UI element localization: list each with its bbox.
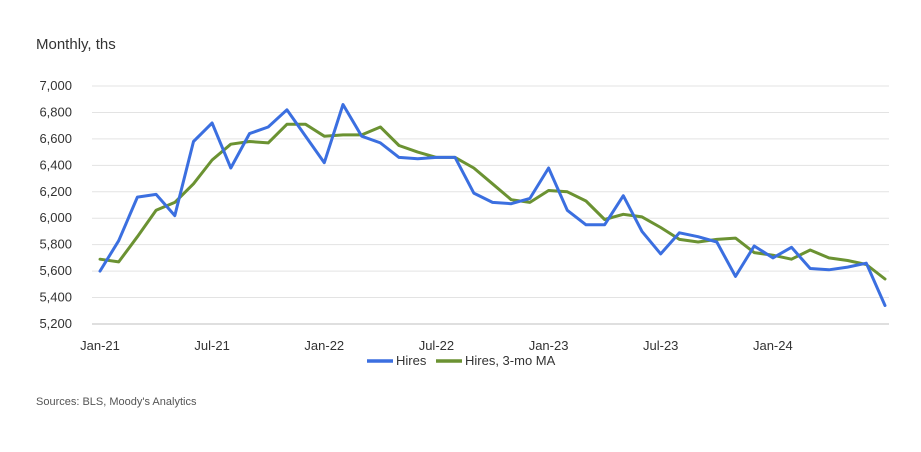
unit-label: Monthly, ths: [36, 36, 116, 53]
legend: Hires Hires, 3-mo MA: [367, 353, 556, 368]
x-tick-label: Jan-22: [304, 338, 344, 353]
hires-3mo-ma-line: [98, 122, 887, 281]
x-tick-label: Jul-22: [419, 338, 454, 353]
y-tick-label: 6,000: [39, 210, 72, 225]
source-note: Sources: BLS, Moody's Analytics: [36, 396, 197, 408]
y-axis-ticks: 5,200 5,400 5,600 5,800 6,000 6,200 6,400 6,600…: [39, 78, 72, 331]
y-tick-label: 6,200: [39, 184, 72, 199]
x-tick-label: Jan-24: [753, 338, 793, 353]
x-tick-label: Jan-21: [80, 338, 120, 353]
y-tick-label: 6,800: [39, 104, 72, 119]
hires-line: [98, 103, 887, 307]
y-tick-label: 5,400: [39, 290, 72, 305]
x-tick-label: Jul-23: [643, 338, 678, 353]
x-axis-ticks: Jan-21 Jul-21 Jan-22 Jul-22 Jan-23 Jul-23 Jan-…: [80, 338, 793, 353]
legend-item-hires-label: Hires: [396, 353, 427, 368]
y-tick-label: 5,600: [39, 263, 72, 278]
y-tick-label: 6,400: [39, 157, 72, 172]
y-tick-label: 5,200: [39, 316, 72, 331]
x-tick-label: Jul-21: [194, 338, 229, 353]
legend-item-hires-3mo-ma-label: Hires, 3-mo MA: [465, 353, 556, 368]
y-tick-label: 6,600: [39, 131, 72, 146]
gridlines: [92, 85, 889, 299]
y-tick-label: 7,000: [39, 78, 72, 93]
y-tick-label: 5,800: [39, 237, 72, 252]
x-tick-label: Jan-23: [529, 338, 569, 353]
series-lines: [98, 103, 887, 307]
